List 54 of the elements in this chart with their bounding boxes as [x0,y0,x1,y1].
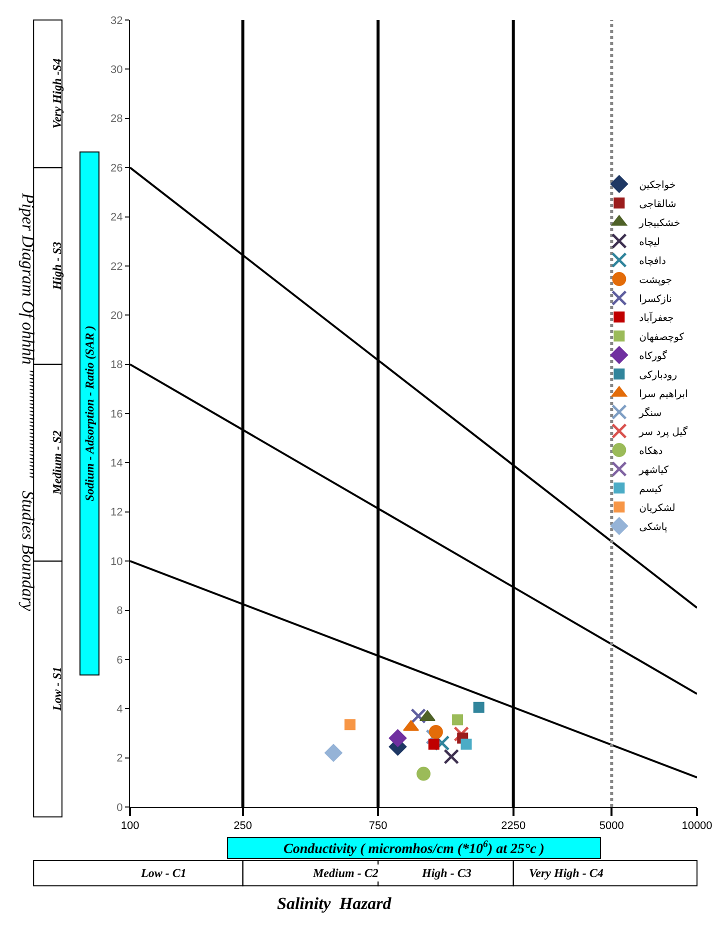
y-tick-label: 10 [110,556,123,568]
text: Low - S1 [50,666,64,712]
legend-label: لشکریان [639,502,676,514]
x-tick-label: 10000 [682,820,712,832]
legend-label: شالقاجی [639,198,676,210]
y-tick-label: 6 [116,654,123,666]
x-tick-label: 5000 [599,820,624,832]
legend-label: سنگر [638,406,662,419]
y-tick-label: 4 [116,703,123,716]
text: Medium - C2 [312,866,378,880]
legend-label: پاشکی [639,522,668,533]
y-tick-label: 22 [110,260,123,273]
x-tick-label: 250 [234,820,252,832]
text: High - S3 [50,242,64,291]
legend-label: دهکاه [639,446,663,457]
legend-label: گورکاه [639,350,668,362]
y-tick-label: 12 [110,506,123,519]
y-tick-label: 14 [110,458,123,470]
legend-label: خشکبیجار [638,218,680,229]
y-tick-label: 28 [110,113,123,126]
y-tick-label: 24 [110,212,123,224]
y-tick-label: 26 [110,162,123,174]
legend-label: کیسم [639,484,663,495]
y-tick-label: 32 [110,14,123,27]
legend-label: خواجکین [639,180,676,191]
text: High - C3 [421,866,472,880]
legend-label: جعفرآباد [639,310,674,324]
text: Medium - S2 [50,430,64,496]
legend-label: دافچاه [639,256,666,267]
y-tick-label: 20 [110,310,123,322]
text: Low - C1 [140,866,186,880]
y-tick-label: 18 [110,359,123,372]
legend-label: جوپشت [639,274,672,286]
legend-label: رودبارکی [639,370,678,381]
x-axis-title: Conductivity ( micromhos/cm (*10$^{6}$) at 25°c ) [284,839,544,857]
legend-label: ابراهیم سرا [639,388,688,400]
text: Piper Diagram Of ohhhh '''''''''''''''''''''''''''''' Studies Boundary [18,192,38,612]
y-tick-label: 0 [116,802,123,814]
text: Salinity Hazard [277,894,392,913]
legend-label: کیاشهر [638,464,669,476]
y-tick-label: 16 [110,408,123,420]
text: Very High - C4 [529,866,604,880]
y-tick-label: 8 [116,605,123,618]
y-tick-label: 2 [116,752,123,765]
x-tick-label: 100 [120,820,140,832]
legend-label: لیچاه [639,236,660,248]
x-tick-label: 2250 [501,820,526,832]
legend-label: کوچصفهان [639,332,684,343]
x-tick-label: 750 [368,820,388,832]
legend-label: نازکسرا [639,294,672,305]
y-axis-title: Sodium - Adsorption - Ratio (SAR ) [82,326,96,502]
y-tick-label: 30 [110,64,123,76]
legend-label: گیل پرد سر [638,426,688,438]
text: Very High -S4 [50,58,64,129]
